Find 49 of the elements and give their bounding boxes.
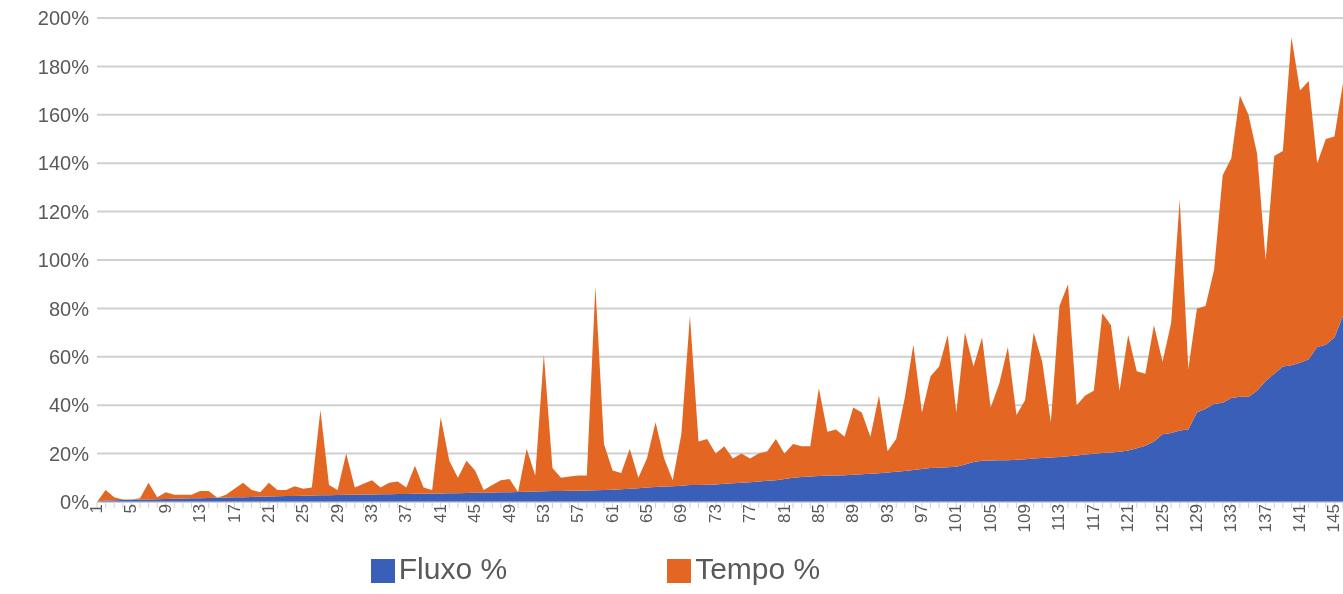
x-tick-label: 53 <box>533 504 553 523</box>
x-tick-label: 141 <box>1290 504 1310 533</box>
x-tick-label: 129 <box>1186 504 1206 533</box>
x-tick-label: 109 <box>1015 504 1035 533</box>
legend-label: Fluxo % <box>398 552 508 585</box>
x-tick-label: 137 <box>1255 504 1275 533</box>
x-tick-label: 65 <box>637 504 657 523</box>
y-tick-label: 160% <box>37 103 90 126</box>
y-tick-label: 100% <box>37 249 90 272</box>
x-tick-label: 41 <box>430 504 450 523</box>
x-tick-label: 33 <box>362 504 382 523</box>
x-tick-label: 5 <box>121 504 141 514</box>
x-tick-label: 125 <box>1152 504 1172 533</box>
legend-label: Tempo % <box>695 552 821 585</box>
y-tick-label: 0% <box>60 491 90 514</box>
x-tick-label: 97 <box>912 504 932 523</box>
x-tick-label: 21 <box>258 504 278 523</box>
y-tick-label: 180% <box>37 55 90 78</box>
x-tick-label: 49 <box>499 504 519 523</box>
x-tick-label: 117 <box>1083 504 1103 532</box>
x-tick-label: 101 <box>946 504 966 533</box>
x-tick-label: 57 <box>568 504 588 523</box>
x-tick-label: 81 <box>774 504 794 523</box>
y-tick-label: 200% <box>37 7 90 30</box>
x-tick-label: 61 <box>602 504 622 523</box>
x-tick-label: 133 <box>1221 504 1241 533</box>
x-tick-label: 9 <box>155 504 175 514</box>
x-tick-label: 89 <box>843 504 863 523</box>
x-tick-label: 145 <box>1324 504 1343 533</box>
y-tick-label: 140% <box>37 152 90 175</box>
x-tick-label: 29 <box>327 504 347 523</box>
x-tick-label: 13 <box>190 504 210 523</box>
x-tick-label: 73 <box>705 504 725 523</box>
y-tick-label: 80% <box>48 297 90 320</box>
x-tick-label: 77 <box>740 504 760 523</box>
y-tick-label: 120% <box>37 200 90 223</box>
x-tick-label: 25 <box>293 504 313 523</box>
x-tick-label: 17 <box>224 504 244 523</box>
x-tick-label: 69 <box>671 504 691 523</box>
x-tick-label: 93 <box>877 504 897 523</box>
x-tick-label: 37 <box>396 504 416 523</box>
x-tick-label: 45 <box>465 504 485 523</box>
y-tick-label: 40% <box>48 394 90 417</box>
y-tick-label: 20% <box>48 442 90 465</box>
y-tick-label: 60% <box>48 345 90 368</box>
x-tick-label: 85 <box>808 504 828 523</box>
x-tick-label: 121 <box>1118 504 1138 533</box>
x-tick-label: 105 <box>980 504 1000 533</box>
x-tick-label: 113 <box>1049 504 1069 532</box>
